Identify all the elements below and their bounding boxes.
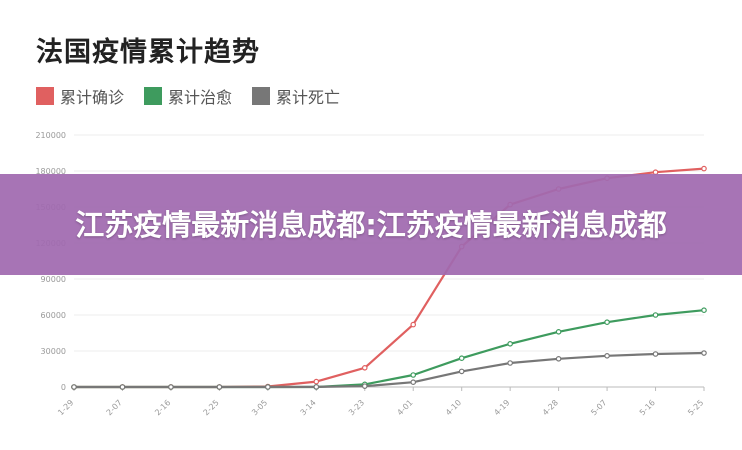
data-point-2 [555,355,562,362]
data-point-0 [701,165,707,172]
x-tick-label: 2-16 [153,398,172,417]
x-tick-label: 4-01 [395,398,414,417]
legend-item-deaths[interactable]: 累计死亡 [252,84,340,108]
data-point-2 [410,379,417,386]
y-tick-label: 30000 [41,347,66,356]
x-tick-label: 4-19 [492,398,511,417]
banner-text: 江苏疫情最新消息成都:江苏疫情最新消息成都 [75,207,667,242]
data-point-1 [652,312,659,318]
x-tick-label: 3-14 [299,398,318,417]
data-point-2 [604,352,610,359]
data-point-1 [701,307,707,314]
x-tick-label: 5-07 [589,398,608,417]
data-point-2 [361,383,368,389]
legend-swatch-deaths [252,87,271,105]
y-tick-label: 60000 [41,311,66,320]
data-point-1 [555,328,562,335]
x-tick-label: 3-23 [347,398,366,417]
data-point-2 [313,384,320,390]
x-tick-label: 5-16 [638,398,657,417]
title-banner: 江苏疫情最新消息成都:江苏疫情最新消息成都 [0,174,742,275]
series-line-2 [74,351,705,389]
data-point-2 [507,360,513,366]
data-point-1 [507,340,513,347]
data-point-2 [119,384,126,390]
x-tick-label: 5-25 [686,398,705,417]
data-point-2 [458,368,465,375]
legend-item-confirmed[interactable]: 累计确诊 [36,84,124,108]
x-tick-label: 4-10 [444,398,463,417]
data-point-2 [71,384,77,390]
x-tick-label: 3-05 [250,398,269,417]
data-point-0 [361,364,368,371]
x-tick-label: 2-25 [202,398,221,417]
legend-swatch-confirmed [36,87,54,105]
legend: 累计确诊 累计治愈 累计死亡 [36,84,340,108]
x-tick-label: 4-28 [541,398,560,417]
data-point-0 [313,378,320,385]
legend-label-recovered: 累计治愈 [168,88,233,107]
legend-label-confirmed: 累计确诊 [60,88,125,107]
chart-title: 法国疫情累计趋势 [36,37,260,68]
data-point-0 [410,321,417,328]
legend-swatch-recovered [144,87,163,105]
data-point-1 [458,355,465,362]
data-point-1 [604,319,610,326]
legend-item-recovered[interactable]: 累计治愈 [144,84,232,108]
y-tick-label: 210000 [35,131,66,140]
y-tick-label: 180000 [35,167,66,176]
x-tick-label: 2-07 [105,398,124,417]
data-point-1 [410,372,417,378]
x-tick-label: 1-29 [56,398,75,417]
legend-label-deaths: 累计死亡 [276,88,341,107]
data-point-2 [216,384,223,390]
data-point-2 [265,384,271,390]
data-point-2 [168,384,174,390]
y-tick-label: 90000 [41,275,66,284]
data-point-2 [701,350,707,356]
data-point-2 [652,351,659,357]
y-tick-label: 0 [61,383,66,392]
